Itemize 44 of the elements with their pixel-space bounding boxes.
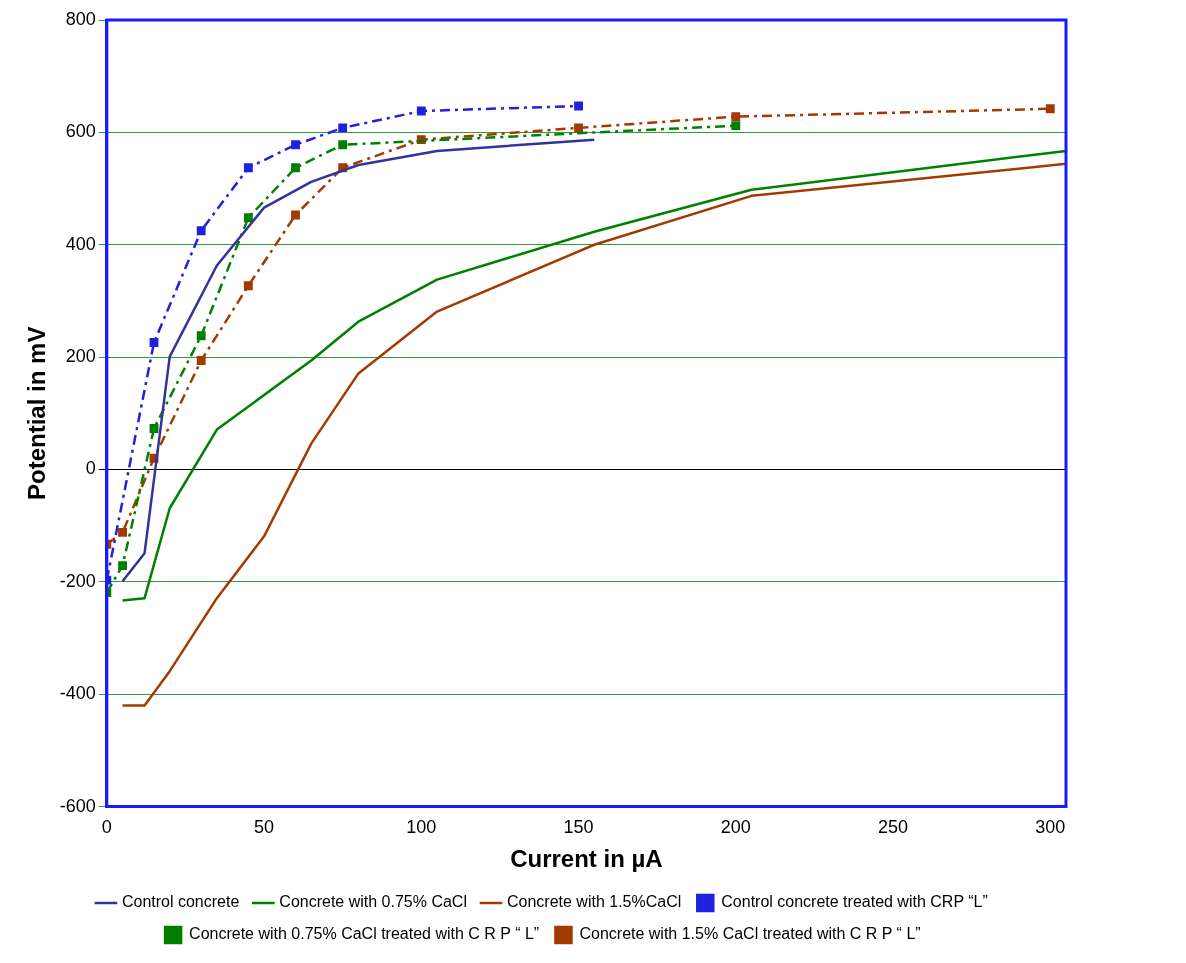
y-tick-label: 600 bbox=[65, 121, 96, 142]
point bbox=[291, 210, 300, 220]
x-tick-label: 0 bbox=[101, 817, 112, 838]
point bbox=[291, 163, 300, 173]
point bbox=[1045, 104, 1055, 114]
x-tick-label: 300 bbox=[1035, 817, 1066, 838]
point bbox=[243, 281, 253, 291]
y-tick-label: 400 bbox=[65, 233, 96, 254]
y-tick-label: -200 bbox=[59, 570, 96, 591]
y-tick-label: -600 bbox=[59, 795, 96, 816]
point bbox=[574, 101, 583, 111]
x-tick-label: 150 bbox=[563, 817, 594, 838]
y-tick-label: -400 bbox=[59, 683, 96, 704]
point bbox=[196, 356, 206, 365]
legend-label: Concrete with 1.5% CaCl treated with C R P “ L” bbox=[579, 925, 921, 943]
point bbox=[731, 112, 741, 122]
point bbox=[196, 331, 206, 341]
point bbox=[118, 527, 127, 537]
point bbox=[118, 561, 127, 570]
legend-label: Concrete with 0.75% CaCl treated with C R P “ L” bbox=[189, 925, 540, 943]
x-tick-label: 200 bbox=[720, 817, 751, 838]
point bbox=[731, 121, 741, 131]
legend-label: Control concrete bbox=[121, 893, 240, 911]
point bbox=[196, 226, 206, 236]
x-axis-title: Current in µA bbox=[510, 845, 663, 873]
y-tick-label: 0 bbox=[85, 458, 96, 479]
point bbox=[149, 424, 159, 433]
point bbox=[243, 163, 253, 173]
point bbox=[338, 123, 348, 133]
point bbox=[291, 140, 300, 150]
point bbox=[574, 123, 583, 133]
point bbox=[338, 140, 348, 150]
legend-label: Control concrete treated with CRP “L” bbox=[721, 893, 988, 911]
y-tick-label: 200 bbox=[65, 346, 96, 367]
point bbox=[243, 213, 253, 223]
y-tick-label: 800 bbox=[65, 8, 96, 29]
legend-label: Concrete with 1.5%CaCl bbox=[506, 893, 682, 911]
x-tick-label: 50 bbox=[254, 817, 275, 838]
legend-label: Concrete with 0.75% CaCl bbox=[279, 893, 467, 911]
x-tick-label: 100 bbox=[406, 817, 437, 838]
point bbox=[416, 106, 426, 116]
x-tick-label: 250 bbox=[878, 817, 909, 838]
point bbox=[149, 338, 159, 347]
y-axis-title: Potential in mV bbox=[23, 326, 51, 500]
